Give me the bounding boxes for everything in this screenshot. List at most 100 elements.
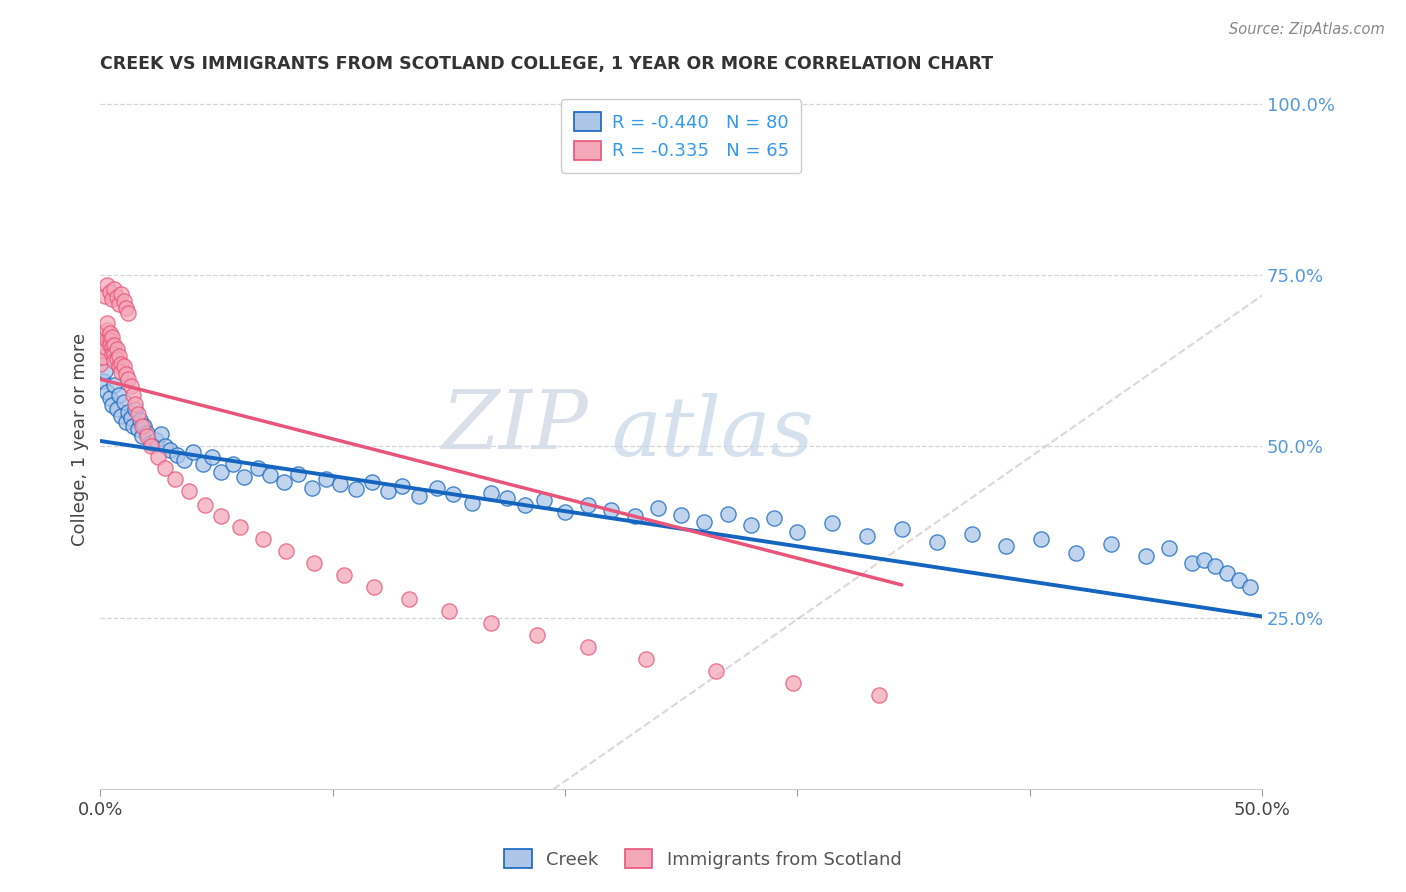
- Point: [141, 436, 163, 450]
- Point: [98, 333, 121, 347]
- Point: [115, 416, 138, 430]
- Point: [96, 278, 118, 293]
- Point: [134, 418, 156, 433]
- Point: [103, 282, 125, 296]
- Point: [782, 676, 804, 690]
- Point: [408, 489, 430, 503]
- Point: [716, 507, 738, 521]
- Point: [135, 425, 157, 440]
- Point: [704, 665, 727, 679]
- Point: [112, 294, 135, 309]
- Point: [148, 450, 170, 464]
- Point: [533, 492, 555, 507]
- Point: [740, 518, 762, 533]
- Point: [98, 326, 121, 341]
- Point: [98, 392, 121, 406]
- Text: ZIP: ZIP: [441, 385, 588, 466]
- Point: [127, 422, 149, 436]
- Point: [94, 340, 117, 354]
- Point: [201, 450, 224, 464]
- Point: [479, 616, 502, 631]
- Point: [209, 466, 232, 480]
- Point: [98, 285, 121, 300]
- Point: [1135, 549, 1157, 563]
- Point: [252, 532, 274, 546]
- Point: [96, 333, 118, 347]
- Point: [122, 418, 145, 433]
- Point: [108, 359, 131, 373]
- Point: [94, 330, 117, 344]
- Point: [315, 472, 337, 486]
- Point: [868, 688, 890, 702]
- Point: [91, 374, 114, 388]
- Point: [173, 453, 195, 467]
- Point: [155, 440, 177, 454]
- Point: [91, 343, 114, 358]
- Point: [120, 379, 142, 393]
- Point: [131, 429, 153, 443]
- Point: [1227, 573, 1250, 587]
- Point: [110, 366, 132, 380]
- Point: [120, 410, 142, 425]
- Point: [101, 347, 124, 361]
- Point: [890, 522, 912, 536]
- Point: [103, 338, 125, 352]
- Point: [669, 508, 692, 522]
- Legend: Creek, Immigrants from Scotland: Creek, Immigrants from Scotland: [498, 841, 908, 876]
- Point: [247, 461, 270, 475]
- Point: [301, 481, 323, 495]
- Point: [98, 338, 121, 352]
- Point: [101, 340, 124, 354]
- Point: [209, 509, 232, 524]
- Point: [576, 498, 599, 512]
- Point: [361, 475, 384, 489]
- Legend: R = -0.440   N = 80, R = -0.335   N = 65: R = -0.440 N = 80, R = -0.335 N = 65: [561, 99, 801, 173]
- Point: [623, 509, 645, 524]
- Point: [124, 401, 146, 416]
- Point: [273, 475, 295, 489]
- Point: [763, 511, 786, 525]
- Point: [105, 290, 128, 304]
- Point: [1204, 559, 1226, 574]
- Point: [276, 543, 298, 558]
- Y-axis label: College, 1 year or more: College, 1 year or more: [72, 333, 89, 546]
- Point: [333, 568, 356, 582]
- Text: Source: ZipAtlas.com: Source: ZipAtlas.com: [1229, 22, 1385, 37]
- Point: [821, 516, 844, 531]
- Point: [302, 556, 325, 570]
- Point: [229, 520, 252, 534]
- Point: [329, 477, 352, 491]
- Point: [461, 496, 484, 510]
- Point: [94, 288, 117, 302]
- Point: [105, 401, 128, 416]
- Point: [96, 384, 118, 399]
- Point: [108, 388, 131, 402]
- Point: [222, 457, 245, 471]
- Point: [103, 347, 125, 361]
- Point: [554, 505, 576, 519]
- Point: [526, 628, 548, 642]
- Point: [96, 316, 118, 330]
- Point: [363, 580, 385, 594]
- Point: [108, 349, 131, 363]
- Point: [576, 640, 599, 654]
- Point: [117, 306, 139, 320]
- Point: [259, 468, 281, 483]
- Point: [426, 481, 449, 495]
- Point: [110, 357, 132, 371]
- Point: [1181, 556, 1204, 570]
- Point: [112, 395, 135, 409]
- Point: [105, 342, 128, 356]
- Point: [693, 515, 716, 529]
- Point: [122, 388, 145, 402]
- Point: [1064, 546, 1087, 560]
- Point: [194, 498, 217, 512]
- Point: [1099, 537, 1122, 551]
- Point: [1031, 532, 1053, 546]
- Point: [1192, 552, 1215, 566]
- Point: [124, 397, 146, 411]
- Point: [1239, 580, 1261, 594]
- Point: [159, 442, 181, 457]
- Point: [287, 467, 309, 481]
- Point: [995, 539, 1018, 553]
